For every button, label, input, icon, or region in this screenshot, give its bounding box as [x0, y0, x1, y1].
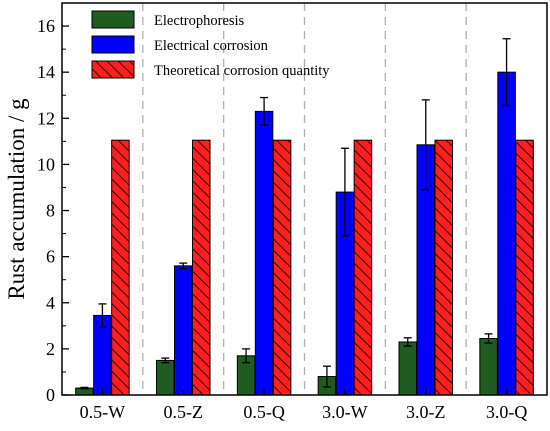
y-tick-label: 4	[46, 293, 55, 313]
x-tick-label: 0.5-Z	[164, 402, 204, 422]
group-separators	[142, 3, 467, 395]
bar-1-2	[254, 110, 274, 396]
y-tick-label: 16	[37, 16, 55, 36]
error-bar-1-2	[260, 96, 269, 126]
error-bar-1-5	[502, 38, 511, 107]
y-tick-label: 2	[46, 339, 55, 359]
bar-1-1	[174, 265, 193, 396]
legend: Electrophoresis Electrical corrosion Theor…	[91, 10, 330, 79]
error-bar-1-1	[179, 262, 188, 270]
bar-2-1	[192, 139, 211, 396]
y-tick-label: 8	[46, 201, 55, 221]
error-bar-0-2	[242, 348, 251, 364]
y-axis: 0 2 4 6 8 10 12 14 16	[37, 16, 69, 405]
y-tick-label: 6	[46, 247, 55, 267]
plot-frame	[61, 2, 548, 396]
legend-swatch	[91, 35, 135, 54]
y-tick-label: 0	[46, 385, 55, 405]
legend-label: Electrophoresis	[154, 13, 245, 29]
legend-label: Theoretical corrosion quantity	[154, 63, 330, 79]
bar-2-3	[353, 139, 373, 396]
x-tick-label: 0.5-W	[80, 402, 125, 422]
x-tick-label: 3.0-Q	[486, 402, 528, 422]
y-tick-label: 14	[37, 62, 55, 82]
bar-0-5	[479, 338, 498, 396]
x-tick-label: 3.0-Z	[406, 402, 446, 422]
y-tick-label: 12	[37, 108, 55, 128]
error-bar-1-4	[421, 99, 430, 191]
bar-0-1	[156, 359, 175, 396]
bar-1-5	[497, 71, 516, 396]
x-tick-label: 3.0-W	[322, 402, 367, 422]
bar-2-0	[111, 139, 130, 396]
error-bar-1-0	[98, 303, 107, 328]
bar-0-4	[398, 341, 417, 396]
error-bar-0-0	[80, 386, 89, 390]
error-bar-0-1	[161, 357, 170, 364]
y-axis-label: Rust accumulation / g	[4, 98, 29, 300]
legend-swatch	[91, 10, 135, 29]
x-axis: 0.5-W 0.5-Z 0.5-Q 3.0-W 3.0-Z 3.0-Q	[80, 389, 528, 422]
bar-2-4	[434, 139, 453, 396]
bar-2-5	[515, 139, 534, 396]
x-tick-label: 0.5-Q	[243, 402, 285, 422]
legend-swatch	[91, 60, 135, 79]
error-bar-0-5	[484, 333, 493, 344]
legend-label: Electrical corrosion	[154, 38, 269, 54]
bar-2-2	[272, 139, 292, 396]
error-bar-0-3	[322, 365, 331, 388]
y-tick-label: 10	[37, 154, 55, 174]
error-bar-1-3	[340, 147, 349, 237]
error-bar-0-4	[403, 337, 412, 347]
error-bars-layer	[80, 38, 511, 390]
